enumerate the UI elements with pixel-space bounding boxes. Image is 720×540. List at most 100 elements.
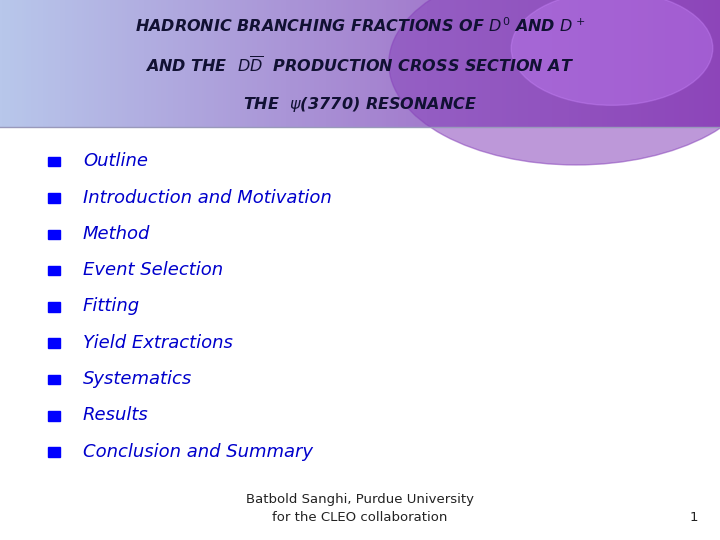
Text: for the CLEO collaboration: for the CLEO collaboration	[272, 511, 448, 524]
Bar	[360, 0, 363, 127]
Bar	[302, 0, 305, 127]
Bar	[379, 0, 382, 127]
Bar	[89, 0, 92, 127]
Bar	[389, 0, 392, 127]
Bar	[86, 0, 89, 127]
Bar	[274, 0, 276, 127]
Bar	[65, 0, 68, 127]
Bar	[499, 0, 503, 127]
Bar	[711, 0, 714, 127]
Bar	[629, 0, 632, 127]
Bar	[369, 0, 373, 127]
Bar	[329, 0, 332, 127]
Bar	[490, 0, 492, 127]
Bar	[235, 0, 238, 127]
Bar	[266, 0, 269, 127]
Bar	[106, 0, 109, 127]
Bar	[163, 0, 166, 127]
Bar	[641, 0, 644, 127]
Bar	[583, 0, 586, 127]
Text: Outline: Outline	[83, 152, 148, 170]
Bar	[535, 0, 539, 127]
Bar	[110, 0, 114, 127]
Bar	[331, 0, 334, 127]
Bar	[451, 0, 454, 127]
Bar	[53, 0, 56, 127]
Bar	[211, 0, 215, 127]
Bar	[202, 0, 204, 127]
Bar	[319, 0, 323, 127]
Bar	[338, 0, 341, 127]
Text: Results: Results	[83, 406, 148, 424]
Bar	[588, 0, 591, 127]
Bar	[567, 0, 570, 127]
Bar	[230, 0, 233, 127]
Bar	[353, 0, 356, 127]
Bar	[24, 0, 27, 127]
Bar	[180, 0, 183, 127]
Bar	[125, 0, 128, 127]
Bar	[58, 0, 60, 127]
Bar	[542, 0, 546, 127]
Bar	[703, 0, 706, 127]
Bar	[0, 0, 3, 127]
Bar	[135, 0, 138, 127]
Bar	[146, 0, 150, 127]
Bar	[403, 0, 406, 127]
Bar	[254, 0, 258, 127]
Bar	[648, 0, 651, 127]
Bar	[521, 0, 524, 127]
Bar	[166, 0, 168, 127]
Bar	[48, 447, 60, 457]
Text: AND THE  $\mathit{D\overline{D}}$  PRODUCTION CROSS SECTION AT: AND THE $\mathit{D\overline{D}}$ PRODUCT…	[145, 56, 575, 76]
Bar	[425, 0, 428, 127]
Text: Method: Method	[83, 225, 150, 243]
Bar	[372, 0, 375, 127]
Bar	[113, 0, 116, 127]
Bar	[187, 0, 190, 127]
Text: Systematics: Systematics	[83, 370, 192, 388]
Bar	[36, 0, 39, 127]
Bar	[207, 0, 210, 127]
Bar	[14, 0, 17, 127]
Bar	[682, 0, 685, 127]
Bar	[149, 0, 152, 127]
Bar	[79, 0, 82, 127]
Bar	[173, 0, 176, 127]
Bar	[346, 0, 348, 127]
Bar	[463, 0, 467, 127]
Bar	[276, 0, 279, 127]
Bar	[63, 0, 66, 127]
Bar	[247, 0, 251, 127]
Bar	[523, 0, 526, 127]
Bar	[650, 0, 654, 127]
Bar	[672, 0, 675, 127]
Bar	[91, 0, 94, 127]
Bar	[423, 0, 426, 127]
Bar	[358, 0, 361, 127]
Bar	[279, 0, 282, 127]
Bar	[639, 0, 642, 127]
Bar	[269, 0, 272, 127]
Bar	[122, 0, 125, 127]
Ellipse shape	[511, 0, 713, 105]
Bar	[185, 0, 188, 127]
Bar	[96, 0, 99, 127]
Bar	[305, 0, 308, 127]
Bar	[341, 0, 344, 127]
Bar	[441, 0, 445, 127]
Bar	[38, 0, 42, 127]
Bar	[336, 0, 339, 127]
Bar	[99, 0, 102, 127]
Bar	[598, 0, 600, 127]
Bar	[446, 0, 449, 127]
Bar	[153, 0, 157, 127]
Bar	[408, 0, 411, 127]
Bar	[643, 0, 647, 127]
Bar	[120, 0, 123, 127]
Bar	[466, 0, 469, 127]
Bar	[593, 0, 596, 127]
Bar	[487, 0, 490, 127]
Bar	[7, 0, 10, 127]
Bar	[631, 0, 634, 127]
